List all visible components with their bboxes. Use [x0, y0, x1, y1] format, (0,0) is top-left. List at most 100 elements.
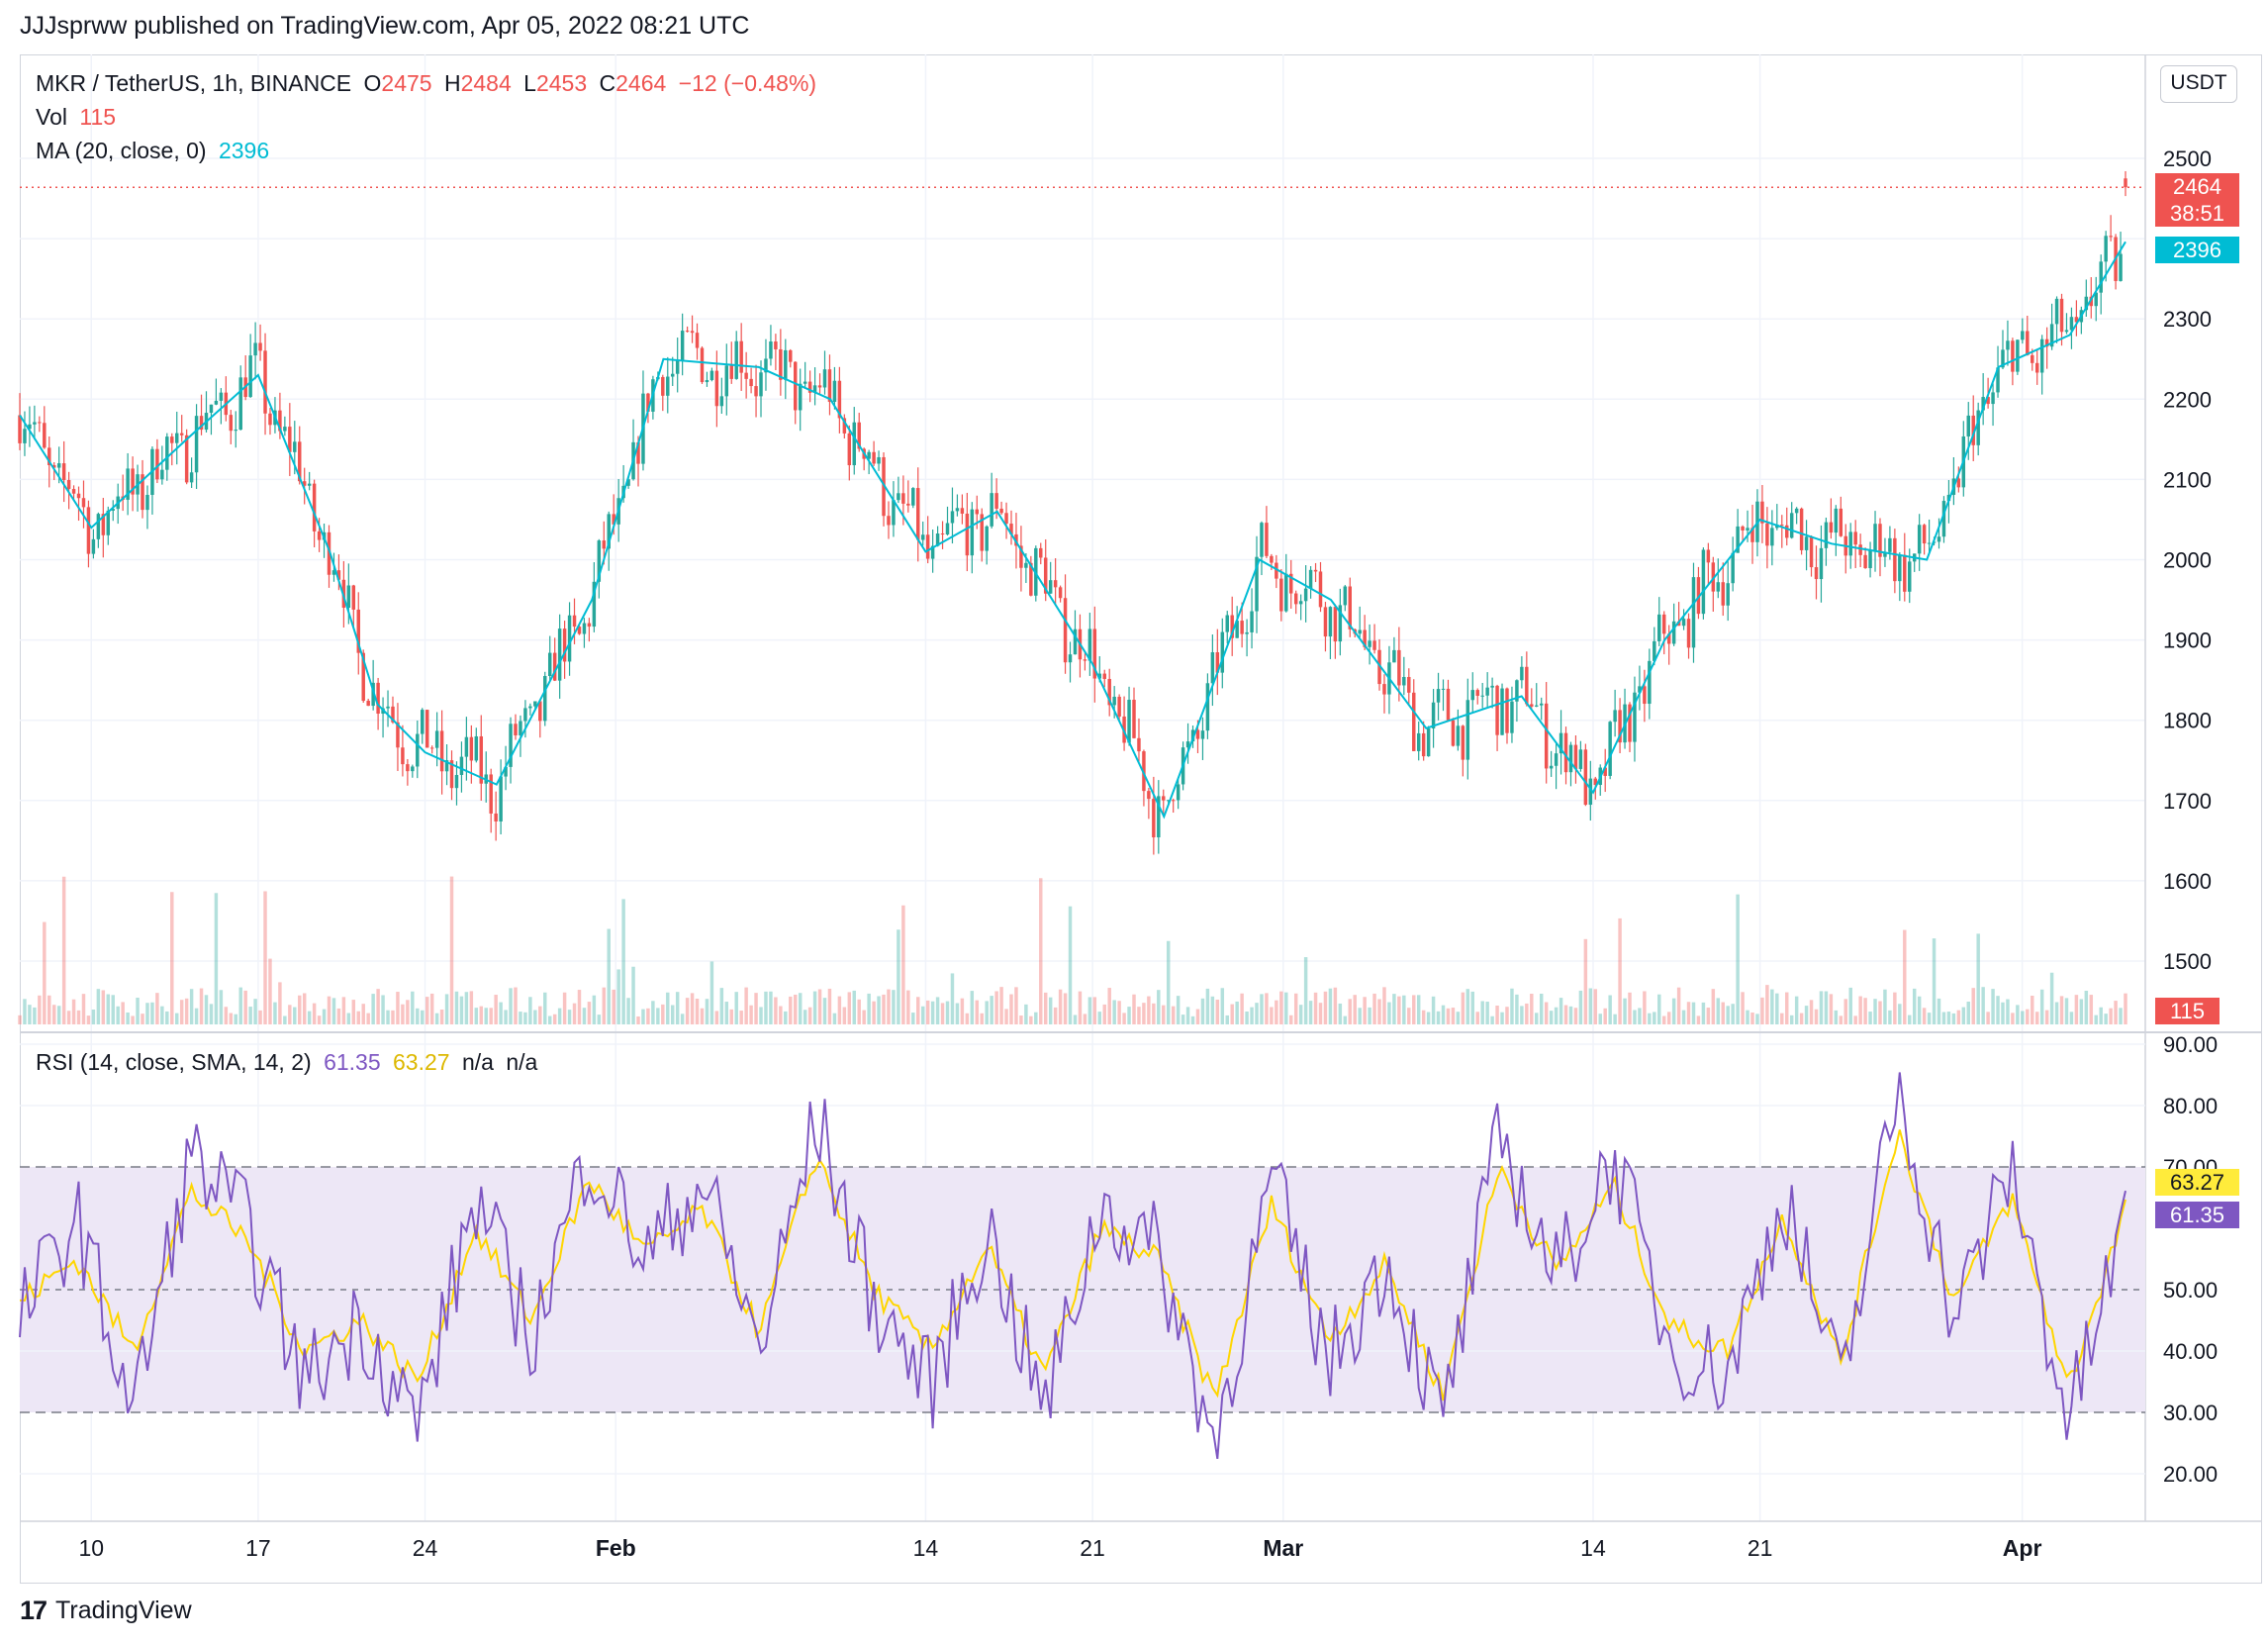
volume-bar	[1107, 988, 1111, 1024]
candle-body	[779, 348, 783, 380]
volume-bar	[341, 997, 346, 1024]
candle-body	[2016, 339, 2020, 372]
volume-bar	[882, 994, 886, 1024]
volume-label[interactable]: Vol	[36, 104, 67, 130]
volume-bar	[111, 995, 115, 1024]
candle-body	[1245, 631, 1249, 634]
candle-body	[1966, 415, 1971, 436]
volume-bar	[562, 992, 567, 1024]
volume-bar	[940, 1003, 945, 1024]
volume-bar	[1608, 995, 1612, 1024]
candle-body	[1613, 710, 1617, 723]
volume-bar	[204, 995, 209, 1024]
candle-body	[1303, 588, 1308, 602]
candle-body	[661, 376, 665, 396]
ma-label[interactable]: MA (20, close, 0)	[36, 138, 207, 163]
close-label: C	[599, 70, 616, 96]
volume-bar	[1505, 1007, 1509, 1024]
volume-bar	[1573, 1008, 1578, 1024]
rsi-na-1: n/a	[461, 1049, 494, 1075]
rsi-tick-label: 50.00	[2163, 1278, 2218, 1303]
volume-bar	[1716, 998, 1721, 1024]
candle-body	[194, 416, 199, 473]
candle-body	[1824, 522, 1829, 548]
volume-bar	[911, 1013, 915, 1024]
volume-bar	[2021, 1011, 2025, 1024]
volume-bar	[1603, 1008, 1607, 1024]
candle-body	[945, 523, 950, 534]
rsi-label[interactable]: RSI (14, close, SMA, 14, 2)	[36, 1049, 312, 1075]
volume-bar	[1289, 1015, 1293, 1024]
volume-bar	[1843, 999, 1847, 1024]
volume-bar	[2034, 1012, 2039, 1024]
candle-body	[1313, 569, 1318, 572]
volume-bar	[91, 1009, 96, 1024]
candle-body	[1402, 676, 1406, 686]
tradingview-brand[interactable]: 17 TradingView	[20, 1595, 192, 1626]
candle-body	[1809, 536, 1814, 568]
volume-bar	[1912, 988, 1917, 1024]
candle-body	[543, 675, 547, 722]
volume-bar	[1888, 1010, 1892, 1024]
candle-body	[552, 652, 557, 681]
candle-body	[1539, 703, 1544, 706]
volume-bar	[1313, 992, 1318, 1024]
candle-body	[331, 570, 336, 575]
candle-body	[1485, 687, 1489, 696]
candle-body	[837, 380, 842, 419]
volume-bar	[2049, 972, 2054, 1024]
volume-bar	[33, 1007, 37, 1024]
volume-bar	[1681, 1010, 1686, 1024]
volume-bar	[1137, 1007, 1141, 1024]
volume-bar	[1348, 999, 1352, 1024]
candle-body	[2034, 362, 2039, 373]
volume-bar	[356, 1011, 360, 1024]
volume-bar	[901, 905, 905, 1024]
candle-body	[557, 628, 562, 681]
volume-bar	[209, 1004, 214, 1024]
open-value: 2475	[381, 70, 432, 96]
candle-body	[1986, 397, 1990, 405]
volume-bar	[376, 989, 380, 1024]
candle-body	[1087, 628, 1092, 661]
candle-body	[1358, 629, 1362, 634]
candle-body	[1368, 640, 1371, 647]
volume-bar	[288, 1005, 292, 1024]
rsi-value: 61.35	[324, 1049, 381, 1075]
candle-body	[1338, 605, 1343, 642]
candle-body	[76, 493, 81, 499]
time-tick-label: 10	[78, 1535, 104, 1561]
candle-body	[425, 710, 429, 748]
candle-body	[1157, 796, 1161, 838]
volume-bar	[1063, 993, 1068, 1024]
candle-body	[533, 701, 537, 707]
volume-bar	[401, 1004, 405, 1024]
candle-body	[1829, 522, 1834, 533]
candle-body	[479, 735, 484, 784]
volume-bar	[248, 1007, 252, 1024]
candle-body	[351, 585, 356, 610]
candle-body	[2074, 317, 2079, 323]
candle-body	[675, 360, 680, 374]
candle-body	[219, 392, 224, 401]
candle-body	[1657, 614, 1661, 641]
candle-body	[1446, 688, 1451, 721]
currency-unit-button[interactable]: USDT	[2160, 65, 2237, 103]
volume-bar	[2114, 1001, 2118, 1024]
candle-body	[739, 340, 743, 373]
volume-bar	[454, 991, 459, 1024]
volume-bar	[449, 876, 454, 1024]
candle-body	[764, 358, 768, 373]
candle-body	[1505, 688, 1509, 733]
volume-bar	[1293, 993, 1298, 1024]
candle-body	[925, 534, 930, 559]
ma-value: 2396	[218, 138, 270, 163]
volume-bar	[1657, 994, 1661, 1024]
volume-bar	[867, 993, 871, 1024]
candle-body	[421, 710, 425, 734]
volume-bar	[1878, 1001, 1882, 1024]
volume-bar	[1598, 1014, 1602, 1024]
candle-body	[2109, 236, 2113, 238]
symbol-label[interactable]: MKR / TetherUS, 1h, BINANCE	[36, 70, 352, 96]
